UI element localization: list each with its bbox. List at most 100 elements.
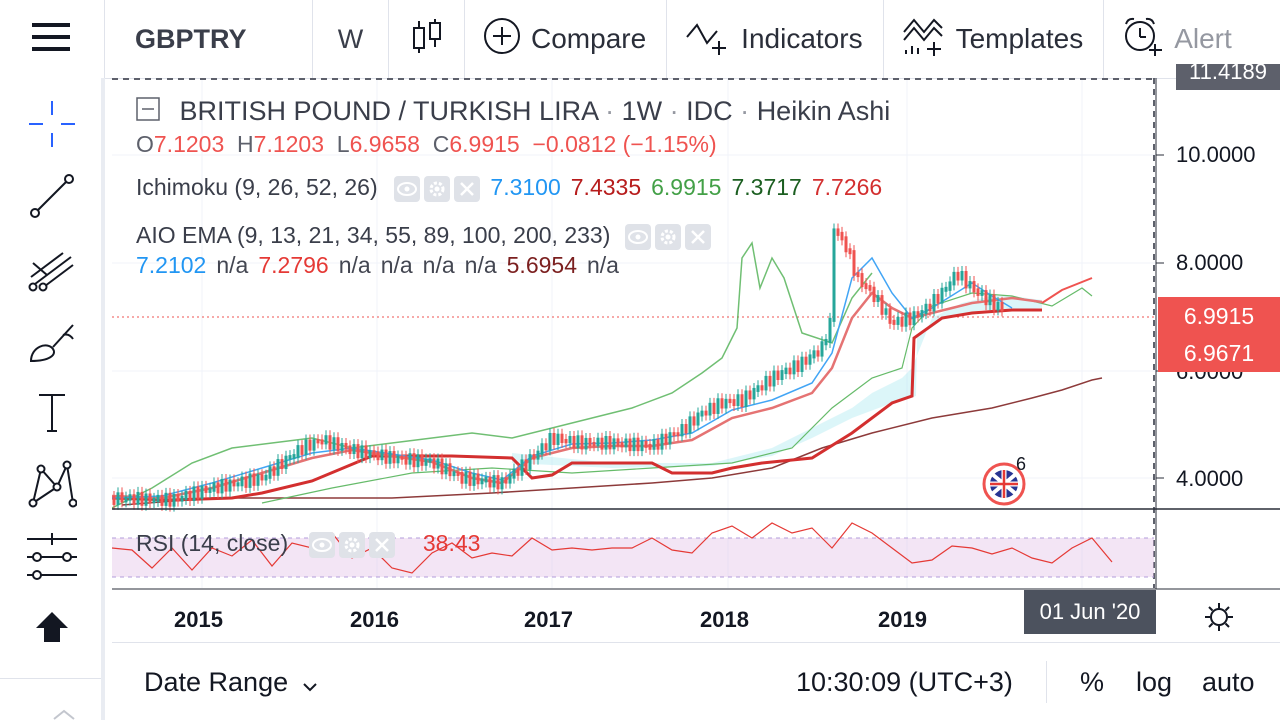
candle-body xyxy=(300,445,304,455)
ema-legend[interactable]: AIO EMA (9, 13, 21, 34, 55, 89, 100, 200… xyxy=(136,222,715,250)
candle-body xyxy=(652,439,656,450)
eye-icon[interactable] xyxy=(308,531,335,558)
ema-value-3: n/a xyxy=(338,252,371,278)
close-value: 6.9915 xyxy=(449,131,520,157)
drawing-toolbar xyxy=(0,78,105,720)
candle-body xyxy=(192,486,196,502)
low-label: L xyxy=(336,131,350,157)
ichimoku-legend[interactable]: Ichimoku (9, 26, 52, 26) 7.3100 7.4335 6.9… xyxy=(136,174,892,202)
candle-body xyxy=(168,492,172,507)
fib-tool[interactable] xyxy=(22,240,82,300)
candle-body xyxy=(160,494,164,506)
crosshair-tool[interactable] xyxy=(22,96,82,156)
close-icon[interactable] xyxy=(684,223,711,250)
settings-gear-icon[interactable] xyxy=(424,175,451,202)
pattern-tool[interactable] xyxy=(22,456,82,516)
candle-body xyxy=(876,295,880,303)
chevron-up-icon[interactable] xyxy=(52,708,76,726)
compare-label: Compare xyxy=(531,23,647,54)
ema-value-5: n/a xyxy=(422,252,455,278)
candle-body xyxy=(988,294,992,306)
date-range-button[interactable]: Date Range xyxy=(144,667,318,699)
candle-body xyxy=(668,432,672,445)
ema-value-7: 5.6954 xyxy=(506,252,577,278)
candle-body xyxy=(344,442,348,450)
scroll-up-tool[interactable] xyxy=(22,600,82,660)
candle-body xyxy=(368,450,372,459)
eye-icon[interactable] xyxy=(394,175,421,202)
change-value: −0.0812 (−1.15%) xyxy=(532,131,717,157)
candle-body xyxy=(996,301,1000,311)
candle-body xyxy=(880,295,884,315)
candle-body xyxy=(500,477,504,490)
alert-button[interactable]: Alert xyxy=(1104,0,1252,78)
menu-button[interactable] xyxy=(0,0,105,78)
legend-sep-2: · xyxy=(669,96,679,126)
candle-body xyxy=(1000,301,1004,312)
candle-body xyxy=(716,398,720,414)
brush-tool[interactable] xyxy=(22,314,82,374)
candle-body xyxy=(908,312,912,326)
candle-body xyxy=(664,433,668,445)
settings-gear-icon[interactable] xyxy=(654,223,681,250)
eye-icon[interactable] xyxy=(624,223,651,250)
auto-scale-button[interactable]: auto xyxy=(1202,667,1255,697)
candle-body xyxy=(516,468,520,476)
log-scale-button[interactable]: log xyxy=(1136,667,1173,697)
candle-body xyxy=(688,416,692,434)
candle-body xyxy=(384,449,388,464)
chart-type-button[interactable] xyxy=(389,0,465,78)
templates-button[interactable]: Templates xyxy=(884,0,1105,78)
candle-body xyxy=(568,435,572,444)
candle-body xyxy=(124,496,128,503)
chart-pane[interactable]: BRITISH POUND / TURKISH LIRA · 1W · IDC … xyxy=(112,64,1280,642)
candle-body xyxy=(764,375,768,391)
close-icon[interactable] xyxy=(454,175,481,202)
measure-tool[interactable] xyxy=(22,528,82,588)
candle-body xyxy=(204,485,208,493)
candle-body xyxy=(616,438,620,447)
candle-body xyxy=(784,367,788,375)
candle-body xyxy=(380,449,384,461)
clock-time[interactable]: 10:30:09 (UTC+3) xyxy=(796,667,1013,697)
candle-body xyxy=(584,437,588,450)
trend-line-tool[interactable] xyxy=(22,168,82,228)
settings-gear-icon[interactable] xyxy=(338,531,365,558)
interval-button[interactable]: W xyxy=(313,0,389,78)
candle-body xyxy=(436,458,440,469)
candle-body xyxy=(288,455,292,460)
data-source: IDC xyxy=(686,96,733,126)
settings-gear-icon[interactable] xyxy=(1204,602,1234,637)
candle-body xyxy=(696,412,700,426)
candle-body xyxy=(216,482,220,494)
candle-body xyxy=(964,271,968,289)
indicators-button[interactable]: Indicators xyxy=(667,0,884,78)
candle-body xyxy=(628,438,632,452)
crosshair-price-label: 11.4189 xyxy=(1176,64,1280,90)
candle-body xyxy=(612,438,616,450)
collapse-legend-icon[interactable] xyxy=(136,97,160,128)
compare-button[interactable]: Compare xyxy=(465,0,668,78)
close-icon[interactable] xyxy=(368,531,395,558)
candle-body xyxy=(948,281,952,291)
candle-body xyxy=(708,402,712,416)
candle-body xyxy=(164,492,168,506)
rsi-legend[interactable]: RSI (14, close) 38.43 xyxy=(136,530,480,558)
candle-body xyxy=(480,478,484,485)
uk-flag-icon[interactable] xyxy=(982,460,1028,511)
percent-scale-button[interactable]: % xyxy=(1080,667,1105,697)
rsi-label: RSI (14, close) xyxy=(136,530,289,556)
candle-body xyxy=(456,471,460,477)
symbol-search-button[interactable]: GBPTRY xyxy=(105,0,313,78)
candle-body xyxy=(504,477,508,484)
text-tool[interactable] xyxy=(22,384,82,444)
ema-value-8: n/a xyxy=(587,252,619,278)
candle-body xyxy=(868,285,872,291)
candle-body xyxy=(448,463,452,477)
candle-body xyxy=(128,494,132,501)
candle-body xyxy=(156,494,160,502)
candle-body xyxy=(828,317,832,343)
candle-body xyxy=(588,437,592,446)
candle-body xyxy=(936,294,940,304)
candle-body xyxy=(736,394,740,407)
